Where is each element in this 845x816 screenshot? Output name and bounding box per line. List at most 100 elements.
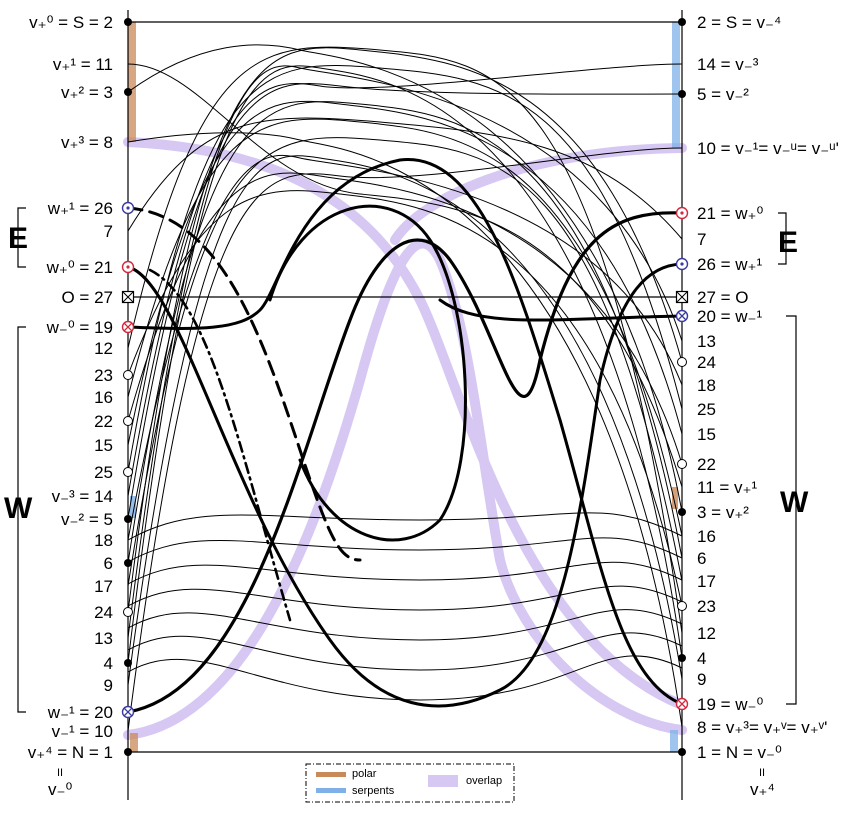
right-4-dot-marker <box>678 654 686 662</box>
right-22-open-marker <box>677 459 687 469</box>
right-19-otimes-cross <box>678 700 686 708</box>
brackets <box>17 207 797 713</box>
serpents-bar-left-mid <box>130 496 136 518</box>
left-label-16: 16 <box>94 388 113 407</box>
left-21-odot-center <box>126 265 130 269</box>
right-26-odot-center <box>680 262 684 266</box>
arc-12 <box>127 46 683 634</box>
legend: polar serpents overlap <box>305 763 515 803</box>
overlap-layer <box>123 137 687 740</box>
left-S-dot-marker <box>124 18 132 26</box>
legend-box <box>305 763 515 803</box>
left-3-dot-marker <box>124 88 132 96</box>
right-label-N: 1 = N = v₋⁰ <box>697 743 782 762</box>
thick-u-curve <box>126 262 684 708</box>
right-20-otimes-cross <box>678 312 686 320</box>
right-W-label: W <box>780 486 809 519</box>
left-label-8: v₊³ = 8 <box>61 133 113 152</box>
right-label-10: 10 = v₋¹= v₋ᵘ= v₋ᵘ' <box>697 139 839 158</box>
left-label-24: 24 <box>94 603 113 622</box>
right-label-26: 26 = w₊¹ <box>697 255 763 274</box>
left-label-6: 6 <box>104 554 113 573</box>
left-bottom-label: v₋⁰ <box>48 780 72 799</box>
right-label-13: 13 <box>697 332 716 351</box>
polar-bar-right-mid <box>672 487 678 509</box>
thick-dashdot-21 <box>148 268 292 622</box>
left-label-10: v₋¹ = 10 <box>52 722 113 741</box>
lower-arc-0 <box>127 512 683 541</box>
right-label-24: 24 <box>697 353 716 372</box>
serpents-bar-right-bottom <box>670 730 678 752</box>
left-label-4: 4 <box>104 654 113 673</box>
right-label-22: 22 <box>697 455 716 474</box>
legend-polar-label: polar <box>352 768 377 780</box>
right-label-20: 20 = w₋¹ <box>697 307 763 326</box>
arc-3 <box>127 44 683 513</box>
left-label-27: O = 27 <box>61 288 113 307</box>
arc-24 <box>127 47 683 613</box>
legend-polar-swatch <box>316 772 346 777</box>
lower-arc-1 <box>127 537 683 563</box>
lower-arc-2 <box>127 561 683 585</box>
left-label-S: v₊⁰ = S = 2 <box>29 13 113 32</box>
arc-14 <box>127 63 683 497</box>
right-S-dot-marker <box>678 18 686 26</box>
left-25-open-marker <box>123 467 133 477</box>
polar-bar-left-top <box>128 22 136 142</box>
left-label-13: 13 <box>94 629 113 648</box>
lower-arc-4 <box>127 609 683 641</box>
lower-arc-6 <box>127 655 683 701</box>
left-W-label: W <box>4 492 33 525</box>
left-label-9: 9 <box>104 676 113 695</box>
legend-overlap-swatch <box>428 775 458 787</box>
left-27-box-cross <box>122 291 134 303</box>
left-E-bracket <box>17 207 26 268</box>
right-label-7: 7 <box>697 230 706 249</box>
left-label-23: 23 <box>94 366 113 385</box>
bars-layer <box>128 22 680 752</box>
left-E-label: E <box>8 222 28 255</box>
left-label-11: v₊¹ = 11 <box>53 55 113 74</box>
left-26-odot-center <box>126 206 130 210</box>
left-label-17: 17 <box>94 577 113 596</box>
left-labels: v₊⁰ = S = 2 v₊¹ = 11 v₊² = 3 v₊³ = 8 w₊¹ = 2… <box>28 13 135 762</box>
left-22-open-marker <box>123 416 133 426</box>
right-label-12: 12 <box>697 624 716 643</box>
left-20-otimes-cross <box>124 708 132 716</box>
thick-curves <box>126 158 684 714</box>
arc-25 <box>127 65 683 473</box>
right-bottom-eq: II <box>759 767 765 779</box>
left-bottom-eq: II <box>57 767 63 779</box>
thick-dashed-26 <box>126 206 362 562</box>
lower-arc-5 <box>127 632 683 671</box>
right-label-16: 16 <box>697 527 716 546</box>
right-label-S: 2 = S = v₋⁴ <box>697 13 781 32</box>
left-N-dot-marker <box>124 748 132 756</box>
polar-bar-left-bottom <box>130 733 138 752</box>
right-label-23: 23 <box>697 597 716 616</box>
overlap-curve-1 <box>123 137 687 710</box>
right-3-dot-marker <box>678 508 686 516</box>
left-label-5: v₋² = 5 <box>61 510 113 529</box>
right-N-dot-marker <box>678 748 686 756</box>
arc-9 <box>127 155 683 686</box>
left-label-22: 22 <box>94 412 113 431</box>
right-27-box-cross <box>676 291 688 303</box>
right-label-25: 25 <box>697 400 716 419</box>
right-5-dot-marker <box>678 90 686 98</box>
right-label-11: 11 = v₊¹ <box>697 478 757 497</box>
arc-10 <box>127 147 683 732</box>
right-label-4: 4 <box>697 649 706 668</box>
left-24-open-marker <box>123 607 133 617</box>
right-label-18: 18 <box>697 376 716 395</box>
arc-16 <box>127 118 683 537</box>
right-label-3: 3 = v₊² <box>697 503 749 522</box>
left-label-3: v₊² = 3 <box>61 83 113 102</box>
thick-inner-arch <box>268 204 467 542</box>
arc-7 <box>127 117 683 240</box>
right-bottom-label: v₊⁴ <box>750 780 775 799</box>
right-24-open-marker <box>677 357 687 367</box>
lower-arc-3 <box>127 585 683 611</box>
